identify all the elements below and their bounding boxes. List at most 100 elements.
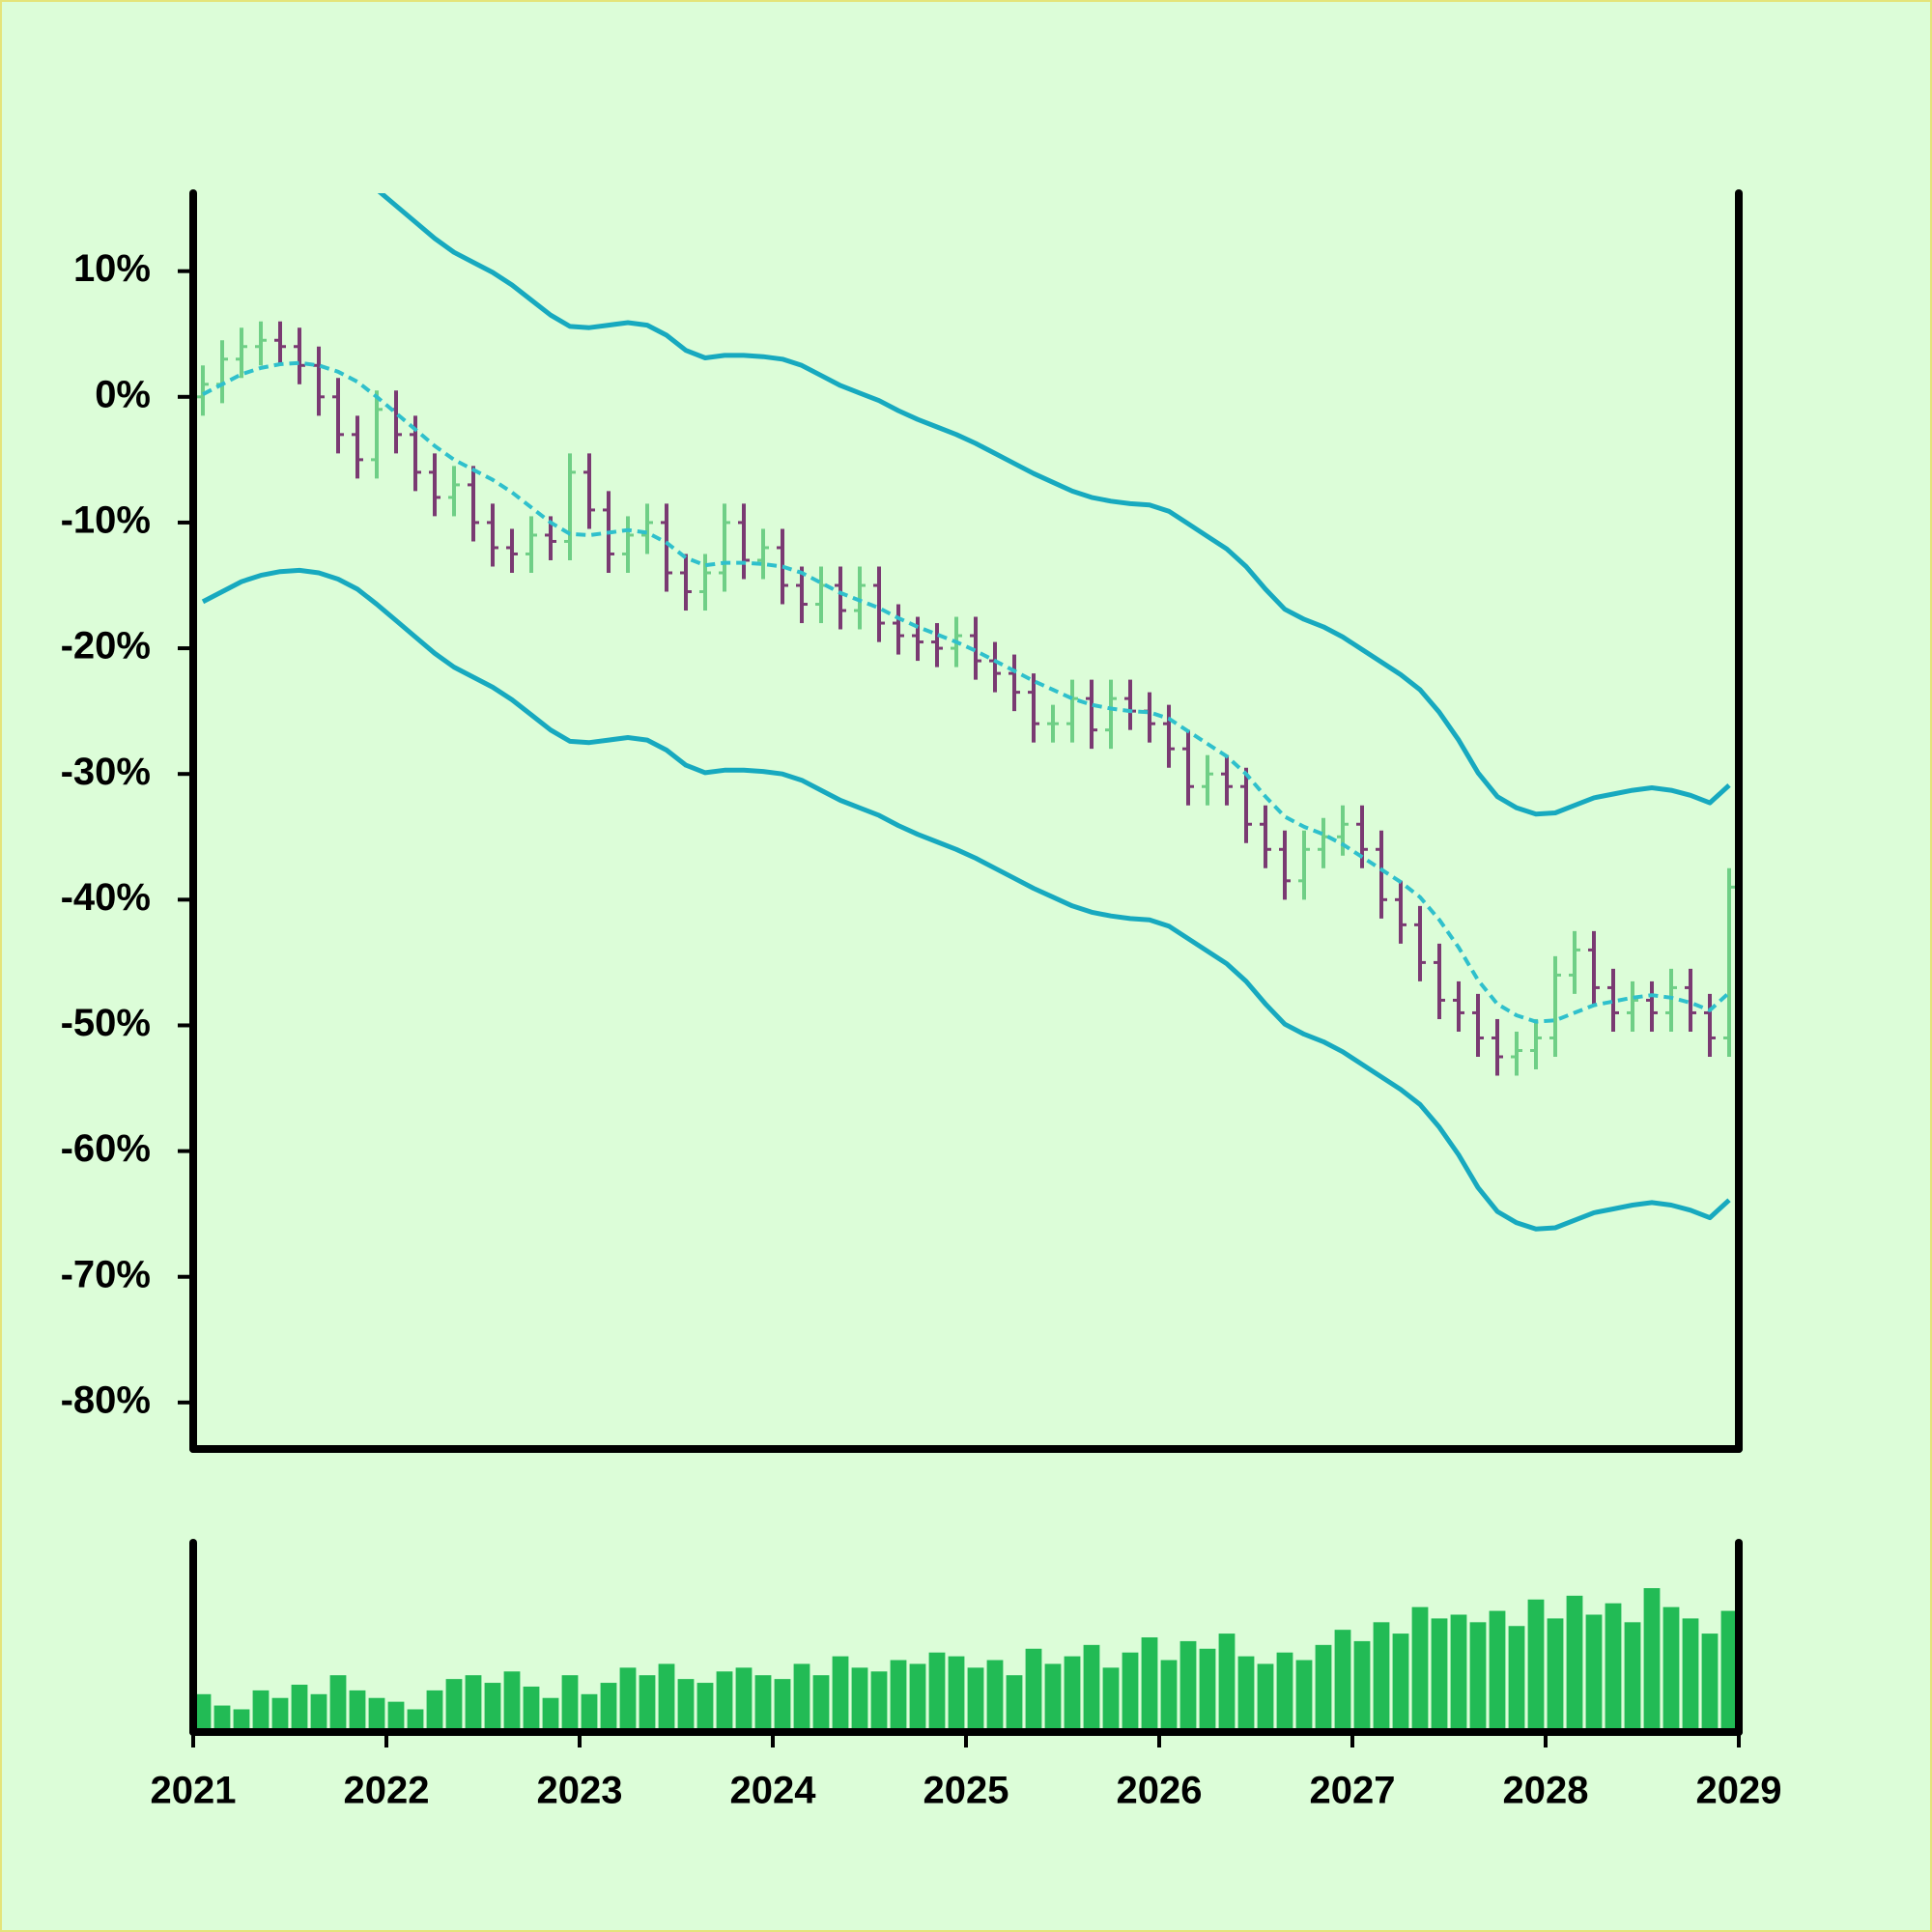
y-tick-label: -60% (61, 1127, 151, 1170)
volume-bar (581, 1693, 598, 1732)
volume-bar (329, 1675, 347, 1732)
x-tick-label: 2029 (1696, 1770, 1782, 1812)
volume-bar (1624, 1622, 1641, 1732)
volume-bar (1643, 1588, 1661, 1732)
volume-bar (484, 1683, 501, 1732)
volume-bar (1064, 1656, 1081, 1732)
volume-bar (1353, 1640, 1371, 1732)
x-tick-label: 2024 (730, 1770, 817, 1812)
volume-bar (1392, 1634, 1409, 1732)
volume-bar (1160, 1660, 1178, 1732)
volume-bar (1547, 1618, 1564, 1732)
volume-bar (1566, 1595, 1583, 1732)
volume-bar (1276, 1652, 1293, 1732)
y-tick-label: -20% (61, 625, 151, 668)
volume-bar (1373, 1622, 1390, 1732)
volume-bar (639, 1675, 656, 1732)
volume-bar (1102, 1667, 1120, 1732)
volume-bar (967, 1667, 984, 1732)
y-tick-label: -50% (61, 1002, 151, 1044)
x-tick-label: 2025 (923, 1770, 1009, 1812)
volume-bar (619, 1667, 637, 1732)
volume-bar (754, 1675, 772, 1732)
volume-bar (1295, 1660, 1313, 1732)
volume-bar (1199, 1648, 1216, 1732)
volume-bar (1315, 1644, 1332, 1732)
volume-bar (1720, 1610, 1738, 1732)
volume-bar (774, 1679, 791, 1732)
volume-bar (870, 1671, 888, 1732)
volume-bar (213, 1705, 231, 1732)
volume-bar (812, 1675, 830, 1732)
x-tick-label: 2022 (344, 1770, 430, 1812)
x-tick-label: 2026 (1117, 1770, 1203, 1812)
volume-bar (1411, 1606, 1429, 1732)
volume-bar (1527, 1599, 1545, 1732)
volume-bar (426, 1690, 443, 1732)
volume-bar (1006, 1675, 1023, 1732)
volume-bar (735, 1667, 753, 1732)
volume-bar (310, 1693, 327, 1732)
x-tick-label: 2023 (537, 1770, 623, 1812)
y-tick-label: -30% (61, 751, 151, 793)
y-tick-label: 0% (95, 373, 151, 415)
volume-bar (890, 1660, 907, 1732)
volume-bar (349, 1690, 366, 1732)
x-tick-label: 2021 (151, 1770, 237, 1812)
volume-bar (503, 1671, 521, 1732)
volume-bar (407, 1709, 424, 1732)
volume-bar (291, 1685, 308, 1732)
volume-bar (1218, 1634, 1236, 1732)
y-tick-label: -80% (61, 1378, 151, 1421)
volume-bar (696, 1683, 714, 1732)
volume-bar (561, 1675, 579, 1732)
volume-bar (523, 1686, 540, 1732)
volume-bar (1237, 1656, 1255, 1732)
volume-bar (1701, 1634, 1719, 1732)
volume-bar (1431, 1618, 1448, 1732)
volume-bar (658, 1663, 675, 1732)
y-tick-label: 10% (73, 247, 151, 290)
volume-bar (1083, 1644, 1100, 1732)
volume-bar (1044, 1663, 1062, 1732)
volume-bar (252, 1690, 270, 1732)
volume-bar (1141, 1637, 1158, 1732)
volume-bar (1605, 1603, 1622, 1732)
volume-bar (1025, 1648, 1042, 1732)
volume-bar (233, 1709, 250, 1732)
y-tick-label: -70% (61, 1253, 151, 1295)
volume-bar (387, 1701, 405, 1732)
y-tick-label: -40% (61, 876, 151, 919)
volume-bar (851, 1667, 868, 1732)
volume-bar (1334, 1630, 1351, 1732)
volume-bar (1508, 1626, 1525, 1732)
volume-bar (1469, 1622, 1487, 1732)
volume-bar (1179, 1640, 1197, 1732)
plot-area (197, 193, 1735, 1232)
volume-bar (445, 1679, 463, 1732)
volume-bar (271, 1697, 289, 1732)
volume-bar (1122, 1652, 1139, 1732)
volume-bar (194, 1693, 212, 1732)
volume-bar (1662, 1606, 1680, 1732)
volume-bar (368, 1697, 385, 1732)
band-line (201, 567, 1731, 1232)
volume-bar (793, 1663, 810, 1732)
volume-bar (1489, 1610, 1506, 1732)
x-tick-label: 2028 (1503, 1770, 1589, 1812)
volume-bar (465, 1675, 482, 1732)
volume-bar (716, 1671, 733, 1732)
moving-average (202, 360, 1731, 1024)
volume-bar (909, 1663, 926, 1732)
volume-bar (948, 1656, 965, 1732)
volume-bar (1450, 1614, 1467, 1732)
x-tick-label: 2027 (1310, 1770, 1396, 1812)
volume-bar (1682, 1618, 1699, 1732)
volume-bar (1257, 1663, 1274, 1732)
volume-bar (542, 1697, 559, 1732)
y-tick-label: -10% (61, 499, 151, 542)
volume-bar (832, 1656, 849, 1732)
volume-bar (1585, 1614, 1603, 1732)
